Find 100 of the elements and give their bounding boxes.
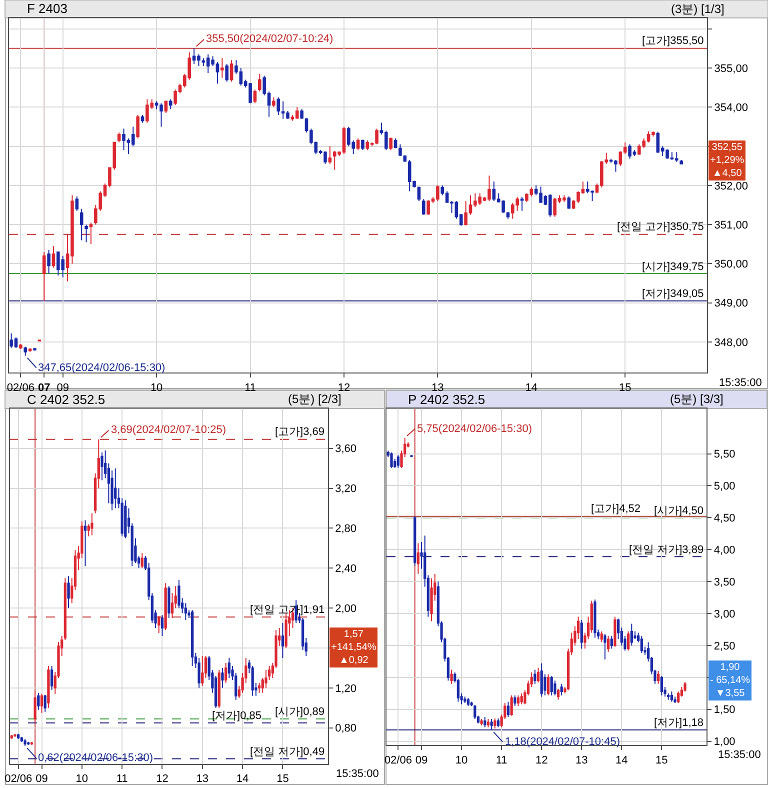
candlestick <box>14 733 16 738</box>
y-tick-label: 354,00 <box>714 102 748 114</box>
candlestick <box>556 688 560 700</box>
candlestick <box>218 669 220 708</box>
x-tick-label: 02/06 <box>6 382 34 394</box>
chart-title: C 2402 352.5 <box>27 392 106 407</box>
text: 352,55 +1,29% ▲4,50 <box>710 142 744 179</box>
ref-line-label: [전일 고가]350,75 <box>617 221 704 233</box>
candlestick <box>390 452 393 468</box>
candlestick <box>33 347 36 352</box>
candlestick <box>567 196 571 210</box>
candlestick <box>328 146 332 164</box>
candlestick <box>253 88 257 104</box>
x-tick-label: 09 <box>415 754 428 766</box>
candlestick <box>198 657 200 688</box>
candlestick <box>430 578 433 622</box>
y-tick-label: 0,80 <box>335 722 357 735</box>
x-tick-label: 11 <box>116 772 128 785</box>
candlestick <box>580 619 583 650</box>
y-tick-label: 3,50 <box>714 576 736 588</box>
chart-subtitle: (3분) [1/3] <box>671 2 724 16</box>
candlestick <box>410 454 413 458</box>
candlestick <box>67 576 70 609</box>
candlestick <box>224 662 228 684</box>
annotation: 1,18(2024/02/07-10:45) <box>505 736 620 748</box>
ref-line-label: [저가]1,18 <box>654 717 704 729</box>
candlestick <box>554 680 556 696</box>
candlestick <box>422 198 426 216</box>
candlestick <box>560 683 563 696</box>
annotation: 5,75(2024/02/06-15:30) <box>417 423 532 435</box>
candlestick <box>356 138 360 151</box>
candlestick <box>124 500 127 539</box>
candlestick <box>677 690 680 704</box>
candlestick <box>10 734 13 740</box>
y-tick-label: 350,00 <box>714 258 748 271</box>
x-tick-label: 14 <box>525 382 538 394</box>
candlestick <box>627 630 630 652</box>
text: 1,90 - 65,14% ▼3,55 <box>710 662 750 699</box>
y-tick-label: 1,00 <box>714 736 736 748</box>
candlestick <box>540 662 543 698</box>
x-tick-label: 15 <box>656 754 668 766</box>
x-tick-label: 13 <box>196 772 209 785</box>
candlestick <box>594 598 596 638</box>
candlestick <box>550 676 553 696</box>
candlestick <box>670 690 673 702</box>
x-tick-label: 12 <box>535 754 548 766</box>
candlestick <box>19 343 22 350</box>
candlestick <box>164 100 168 114</box>
candlestick <box>548 194 552 218</box>
y-tick-label: 1,20 <box>335 682 357 695</box>
y-tick-label: 4,50 <box>714 512 736 525</box>
candlestick <box>258 682 261 694</box>
candlestick <box>84 520 87 567</box>
y-tick-label: 2,40 <box>335 562 357 575</box>
candlestick <box>27 741 30 746</box>
annotation: 3,69(2024/02/07-10:25) <box>111 424 226 436</box>
x-tick-label: 02/06 <box>4 772 32 785</box>
candlestick <box>514 694 516 707</box>
candlestick <box>114 468 117 509</box>
candlestick <box>366 140 370 151</box>
candlestick <box>510 694 513 716</box>
candlestick <box>492 181 496 202</box>
y-tick-label: 3,60 <box>335 443 357 456</box>
candlestick <box>640 635 643 654</box>
candlestick <box>225 64 228 82</box>
x-tick-label: 14 <box>236 772 249 785</box>
candlestick <box>100 452 104 481</box>
y-tick-label: 352,00 <box>714 180 748 192</box>
candlestick <box>140 114 144 124</box>
candlestick <box>520 196 524 212</box>
candlestick <box>164 582 167 631</box>
ref-line-label: [고가]3,69 <box>275 426 325 438</box>
candlestick <box>416 542 420 574</box>
candlestick <box>656 131 660 154</box>
candlestick <box>276 96 280 116</box>
candlestick <box>414 516 416 566</box>
y-tick-label: 2,50 <box>714 640 736 652</box>
candlestick <box>168 586 170 619</box>
x-tick-label: 09 <box>36 772 48 785</box>
x-tick-label: 10 <box>455 754 468 766</box>
candlestick <box>674 152 678 162</box>
ref-line-label: [전일 저가]0,49 <box>250 746 325 758</box>
chart-subtitle: (5분) [3/3] <box>670 392 724 406</box>
candlestick <box>20 736 23 742</box>
y-tick-label: 3,20 <box>335 483 357 496</box>
candlestick <box>47 250 50 274</box>
ref-line-label: [고가]4,52 <box>591 503 641 515</box>
candlestick <box>44 694 46 712</box>
candlestick <box>496 718 500 728</box>
candlestick <box>417 186 421 202</box>
ref-line-label: [시가]349,75 <box>642 261 704 273</box>
ref-line-label: [저가]349,05 <box>642 288 704 300</box>
candlestick <box>160 614 164 637</box>
x-tick-label: 13 <box>575 754 588 766</box>
candlestick <box>281 622 284 658</box>
candlestick <box>660 676 663 696</box>
candlestick <box>201 655 204 686</box>
candlestick <box>516 694 520 707</box>
y-tick-label: 5,00 <box>714 480 736 493</box>
annotation: 0,62(2024/02/06-15:30) <box>38 752 153 764</box>
